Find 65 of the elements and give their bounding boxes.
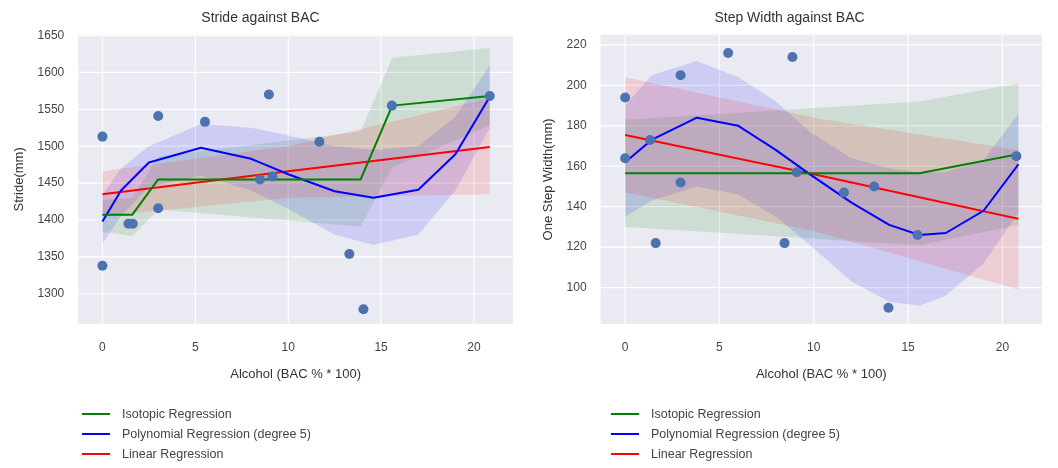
- x-tick-label: 20: [467, 339, 481, 354]
- legend-label: Isotopic Regression: [651, 407, 761, 421]
- y-tick-label: 1350: [37, 249, 65, 264]
- legend-label: Linear Regression: [651, 447, 753, 461]
- point: [838, 187, 849, 198]
- y-axis-title: One Step Width(mm): [540, 118, 556, 241]
- point: [723, 48, 734, 58]
- point: [791, 167, 802, 178]
- point: [199, 116, 210, 127]
- x-tick-label: 5: [191, 339, 199, 354]
- point: [358, 304, 369, 315]
- point: [97, 131, 108, 142]
- x-tick-label: 0: [621, 339, 629, 354]
- y-tick-label: 1650: [37, 27, 65, 42]
- y-axis-title: Stride(mm): [11, 147, 27, 212]
- x-axis-title: Alcohol (BAC % * 100): [230, 365, 362, 381]
- point: [620, 92, 631, 103]
- point: [254, 174, 265, 185]
- point: [675, 177, 686, 188]
- y-tick-label: 1450: [37, 175, 65, 190]
- x-tick-label: 0: [99, 339, 107, 354]
- point: [386, 100, 397, 111]
- chart-title: Step Width against BAC: [714, 9, 865, 26]
- x-tick-label: 10: [807, 339, 821, 354]
- legend-label: Polynomial Regression (degree 5): [651, 427, 840, 441]
- x-tick-label: 15: [901, 339, 916, 354]
- y-tick-label: 1500: [37, 138, 65, 153]
- y-tick-label: 120: [566, 239, 587, 254]
- legend-label: Linear Regression: [122, 447, 224, 461]
- point: [912, 230, 923, 241]
- y-tick-label: 1550: [37, 101, 65, 116]
- legend-label: Isotopic Regression: [122, 407, 232, 421]
- point: [650, 238, 661, 249]
- y-tick-label: 160: [566, 158, 587, 173]
- point: [645, 134, 656, 145]
- x-axis-title: Alcohol (BAC % * 100): [755, 365, 887, 381]
- point: [153, 110, 164, 121]
- point: [344, 248, 355, 259]
- point: [779, 238, 790, 249]
- y-tick-label: 140: [566, 199, 587, 214]
- x-tick-label: 10: [281, 339, 296, 354]
- x-tick-label: 15: [374, 339, 389, 354]
- point: [883, 302, 894, 313]
- y-tick-label: 1300: [37, 286, 65, 301]
- point: [263, 89, 274, 100]
- chart-title: Stride against BAC: [201, 9, 320, 26]
- point: [869, 181, 880, 192]
- point: [153, 203, 164, 214]
- point: [787, 52, 798, 63]
- point: [267, 171, 278, 182]
- point: [675, 70, 686, 81]
- point: [620, 153, 631, 164]
- y-tick-label: 1600: [37, 64, 65, 79]
- point: [1011, 151, 1022, 162]
- y-tick-label: 100: [566, 279, 587, 294]
- y-tick-label: 200: [566, 77, 587, 92]
- point: [97, 260, 108, 271]
- legend-label: Polynomial Regression (degree 5): [122, 427, 311, 441]
- y-tick-label: 220: [566, 37, 587, 52]
- point: [484, 91, 495, 102]
- x-tick-label: 20: [995, 339, 1010, 354]
- y-tick-label: 1400: [37, 212, 65, 227]
- point: [314, 136, 325, 147]
- y-tick-label: 180: [566, 118, 587, 133]
- x-tick-label: 5: [716, 339, 724, 354]
